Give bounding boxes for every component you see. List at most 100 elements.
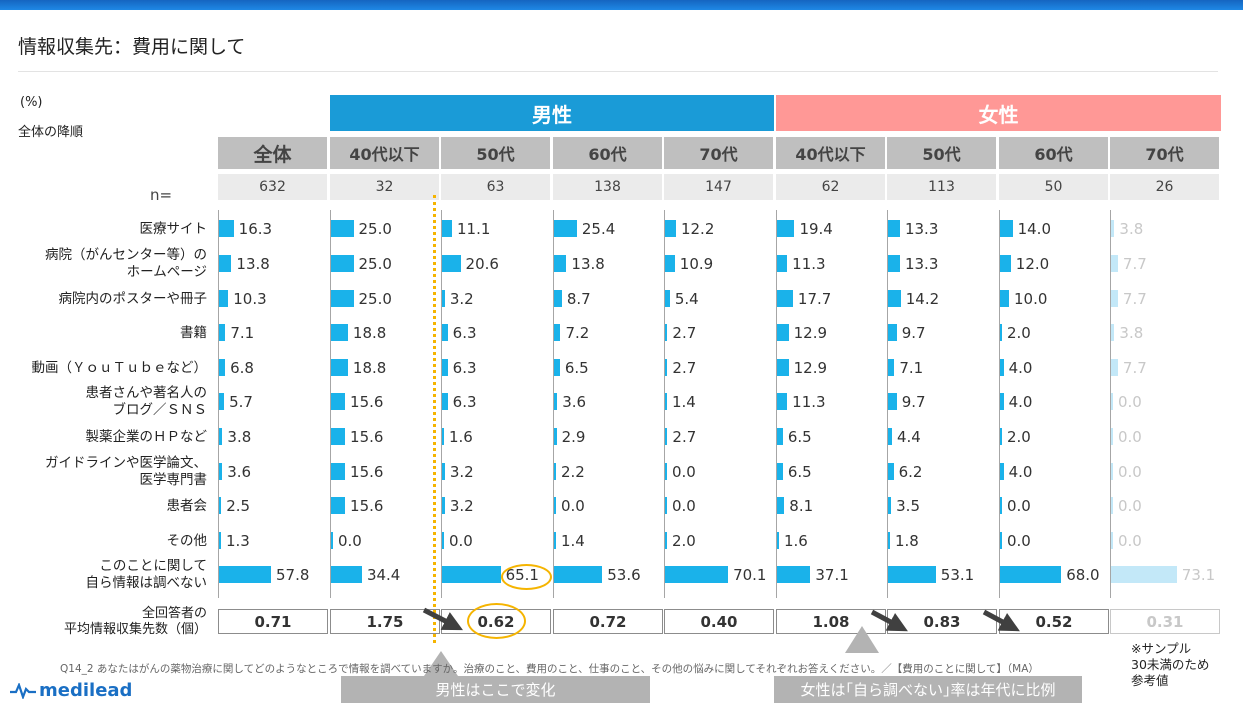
row-label-10: このことに関して 自ら情報は調べない [85, 558, 208, 591]
value-label-3-2: 8.7 [566, 290, 591, 308]
sample-size-5: 62 [776, 174, 885, 200]
sample-size-0: 632 [218, 174, 327, 200]
bar-3-7 [554, 463, 556, 480]
bar-0-6 [219, 428, 223, 445]
value-label-0-3: 7.1 [230, 324, 255, 342]
bar-5-3 [777, 324, 789, 341]
value-label-1-1: 25.0 [358, 255, 392, 273]
value-label-3-9: 1.4 [561, 532, 585, 550]
value-label-0-4: 6.8 [230, 359, 254, 377]
bar-1-3 [331, 324, 348, 341]
value-label-5-9: 1.6 [784, 532, 808, 550]
average-count-0: 0.71 [218, 609, 328, 634]
bar-8-6 [1111, 428, 1113, 445]
pulse-icon [10, 682, 36, 699]
column-separator-2 [441, 210, 442, 598]
value-label-4-1: 10.9 [679, 255, 714, 273]
row-label-5: 患者さんや著名人の ブログ／ＳＮＳ [85, 385, 208, 418]
average-count-4: 0.40 [664, 609, 774, 634]
bar-3-5 [554, 393, 558, 410]
bar-6-7 [888, 463, 894, 480]
bar-5-10 [777, 566, 811, 583]
highlight-ring-value [501, 564, 552, 590]
bar-1-5 [331, 393, 346, 410]
value-label-8-10: 73.1 [1181, 566, 1216, 584]
value-label-1-8: 15.6 [350, 497, 384, 515]
value-label-6-5: 9.7 [901, 393, 926, 411]
bar-7-0 [1000, 220, 1013, 237]
value-label-4-5: 1.4 [672, 393, 696, 411]
bar-0-5 [219, 393, 225, 410]
column-header-7: 60代 [999, 137, 1108, 169]
value-label-8-3: 3.8 [1119, 324, 1144, 342]
sample-size-6: 113 [887, 174, 996, 200]
value-label-3-4: 6.5 [564, 359, 589, 377]
bar-6-5 [888, 393, 897, 410]
bar-5-8 [777, 497, 785, 514]
bar-8-0 [1111, 220, 1115, 237]
sort-note: 全体の降順 [18, 125, 84, 140]
bar-1-7 [331, 463, 346, 480]
bar-2-6 [442, 428, 444, 445]
bar-2-7 [442, 463, 445, 480]
bar-8-8 [1111, 497, 1113, 514]
bar-3-1 [554, 255, 567, 272]
value-label-5-4: 12.9 [793, 359, 828, 377]
value-label-1-6: 15.6 [350, 428, 384, 446]
value-label-1-7: 15.6 [350, 463, 384, 481]
bar-5-5 [777, 393, 788, 410]
bar-0-9 [219, 532, 221, 549]
value-label-6-10: 53.1 [940, 566, 975, 584]
bar-7-7 [1000, 463, 1004, 480]
bar-4-5 [665, 393, 667, 410]
value-label-0-1: 13.8 [236, 255, 270, 273]
value-label-3-10: 53.6 [607, 566, 641, 584]
value-label-6-4: 7.1 [899, 359, 924, 377]
average-count-7: 0.52 [999, 609, 1109, 634]
average-label: 全回答者の 平均情報収集先数（個） [63, 606, 207, 637]
value-label-4-4: 2.7 [672, 359, 697, 377]
value-label-7-5: 4.0 [1008, 393, 1033, 411]
bar-1-6 [331, 428, 346, 445]
value-label-5-8: 8.1 [789, 497, 814, 515]
sample-size-3: 138 [553, 174, 662, 200]
value-label-0-2: 10.3 [233, 290, 267, 308]
bar-6-6 [888, 428, 892, 445]
value-label-2-1: 20.6 [465, 255, 499, 273]
bar-4-10 [665, 566, 729, 583]
value-label-2-9: 0.0 [449, 532, 473, 550]
value-label-3-3: 7.2 [565, 324, 590, 342]
column-header-4: 70代 [664, 137, 773, 169]
value-label-4-8: 0.0 [672, 497, 696, 515]
bar-8-2 [1111, 290, 1118, 307]
bar-5-6 [777, 428, 783, 445]
value-label-8-1: 7.7 [1122, 255, 1147, 273]
bar-7-6 [1000, 428, 1002, 445]
logo-text: medilead [39, 680, 133, 701]
bar-2-2 [442, 290, 445, 307]
column-separator-7 [999, 210, 1000, 598]
value-label-7-10: 68.0 [1066, 566, 1100, 584]
value-label-1-9: 0.0 [338, 532, 362, 550]
value-label-5-1: 11.3 [792, 255, 826, 273]
bar-4-7 [665, 463, 667, 480]
bar-7-3 [1000, 324, 1002, 341]
row-label-0: 医療サイト [139, 220, 208, 237]
value-label-5-5: 11.3 [792, 393, 826, 411]
column-header-8: 70代 [1110, 137, 1219, 169]
bar-5-1 [777, 255, 788, 272]
value-label-0-0: 16.3 [238, 220, 273, 238]
bar-3-4 [554, 359, 560, 376]
bar-4-6 [665, 428, 668, 445]
value-label-7-6: 2.0 [1007, 428, 1031, 446]
bar-8-9 [1111, 532, 1113, 549]
bar-2-1 [442, 255, 461, 272]
n-label: n= [150, 186, 173, 204]
value-label-3-7: 2.2 [561, 463, 585, 481]
row-label-7: ガイドラインや医学論文、 医学専門書 [45, 455, 207, 488]
bar-4-9 [665, 532, 667, 549]
value-label-1-10: 34.4 [366, 566, 401, 584]
bar-1-1 [331, 255, 354, 272]
value-label-7-4: 4.0 [1008, 359, 1033, 377]
bar-6-1 [888, 255, 900, 272]
